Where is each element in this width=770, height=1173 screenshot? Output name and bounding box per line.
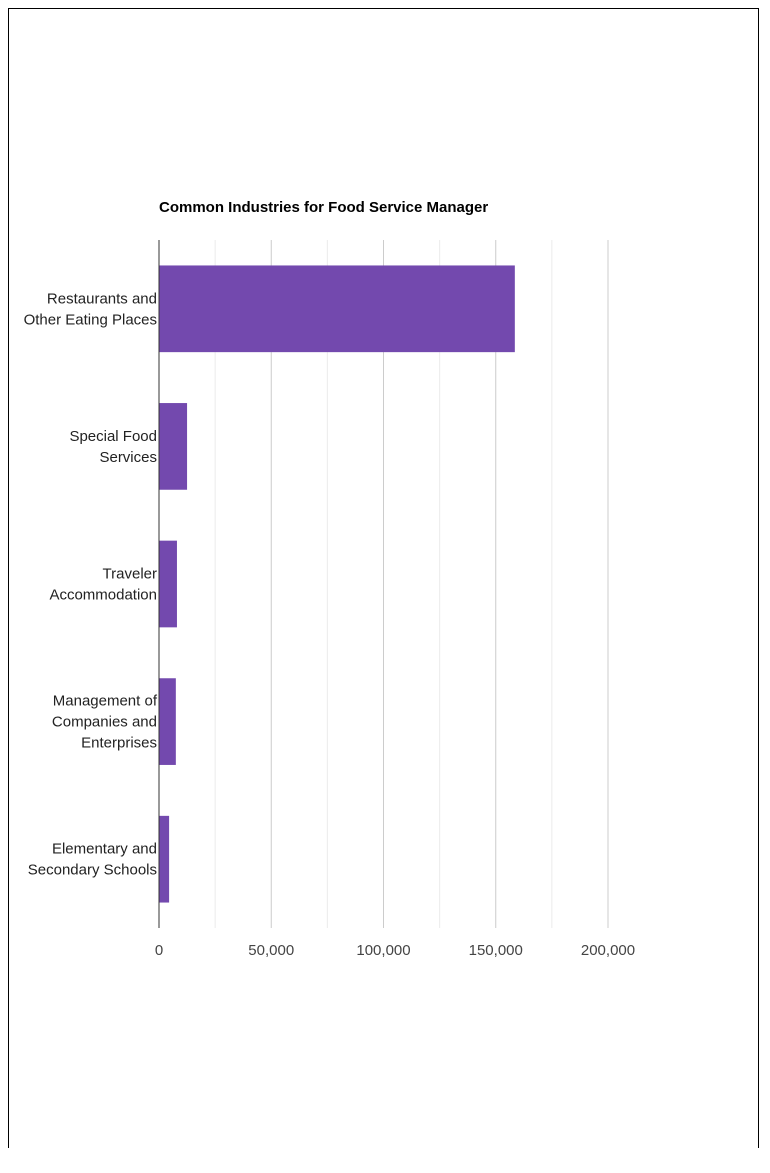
bar[interactable]	[159, 540, 177, 628]
x-tick-label: 200,000	[581, 942, 635, 959]
category-label: Special Food Services	[69, 428, 157, 466]
x-tick-labels: 0 50,000 100,000 150,000 200,000	[155, 942, 635, 959]
category-label-line: Elementary and	[52, 841, 157, 858]
category-label: Management of Companies and Enterprises	[52, 693, 158, 752]
category-label-line: Traveler	[103, 566, 157, 583]
bars	[159, 265, 515, 903]
category-label: Restaurants and Other Eating Places	[24, 290, 157, 328]
category-label: Traveler Accommodation	[49, 566, 157, 604]
category-label-line: Management of	[53, 693, 158, 710]
bar[interactable]	[159, 265, 515, 353]
category-label-line: Enterprises	[81, 735, 157, 752]
category-label-line: Special Food	[69, 428, 157, 445]
category-label-line: Secondary Schools	[28, 862, 157, 879]
category-label-line: Other Eating Places	[24, 311, 157, 328]
category-label-line: Restaurants and	[47, 290, 157, 307]
category-labels: Restaurants and Other Eating Places Specia…	[24, 290, 158, 878]
bar[interactable]	[159, 678, 176, 765]
category-label-line: Accommodation	[49, 587, 157, 604]
bar[interactable]	[159, 403, 188, 490]
x-tick-label: 100,000	[356, 942, 410, 959]
bar[interactable]	[159, 815, 170, 903]
gridlines	[214, 240, 609, 928]
chart-title: Common Industries for Food Service Manag…	[159, 199, 488, 216]
category-label-line: Services	[99, 449, 157, 466]
category-label: Elementary and Secondary Schools	[28, 841, 157, 879]
chart-frame	[8, 8, 759, 1148]
x-tick-label: 150,000	[469, 942, 523, 959]
x-tick-label: 0	[155, 942, 163, 959]
category-label-line: Companies and	[52, 714, 157, 731]
x-tick-label: 50,000	[248, 942, 294, 959]
